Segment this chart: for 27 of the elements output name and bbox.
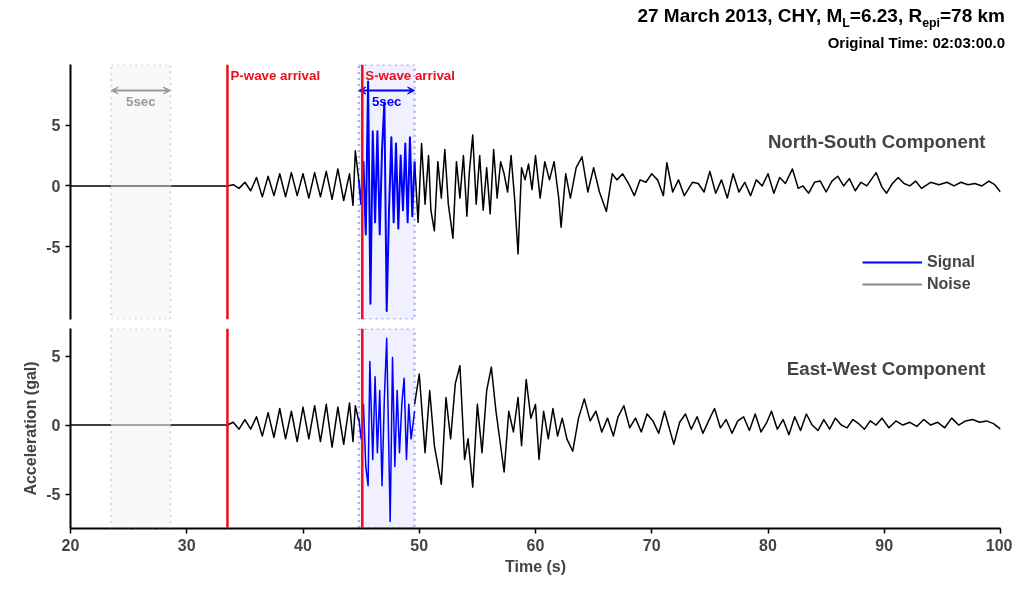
- x-tick-label: 70: [642, 536, 661, 554]
- annotation: North-South Component: [767, 130, 986, 152]
- y-tick-label: 5: [51, 348, 61, 366]
- chart-subtitle: Original Time: 02:03:00.0: [826, 33, 1005, 51]
- x-tick-label: 30: [177, 536, 196, 554]
- x-tick-label: 100: [985, 536, 1013, 554]
- chart-title: 27 March 2013, CHY, M$_{L}$=6.23, R$_{epi}$=78 km: [637, 5, 1005, 30]
- ref-line-label: S-wave arrival: [365, 67, 455, 83]
- y-tick-label: -5: [46, 486, 61, 504]
- x-tick-label: 50: [410, 536, 429, 554]
- x-tick-label: 20: [61, 536, 80, 554]
- y-tick-label: 5: [51, 117, 61, 135]
- y-axis-title: Acceleration (gal): [22, 361, 40, 496]
- legend-label: Noise: [926, 275, 971, 293]
- y-tick-label: -5: [46, 238, 61, 256]
- y-tick-label: 0: [51, 177, 61, 195]
- x-tick-label: 90: [875, 536, 894, 554]
- annotation: East-West Component: [786, 358, 986, 379]
- legend-label: Signal: [926, 253, 975, 271]
- ref-line-label: P-wave arrival: [230, 67, 321, 83]
- band-label: 5sec: [371, 93, 403, 109]
- band-label: 5sec: [126, 93, 157, 109]
- y-tick-label: 0: [51, 417, 61, 435]
- x-tick-label: 60: [526, 536, 545, 554]
- x-tick-label: 40: [294, 536, 312, 554]
- x-tick-label: 80: [759, 536, 777, 554]
- x-axis-title: Time (s): [504, 557, 567, 575]
